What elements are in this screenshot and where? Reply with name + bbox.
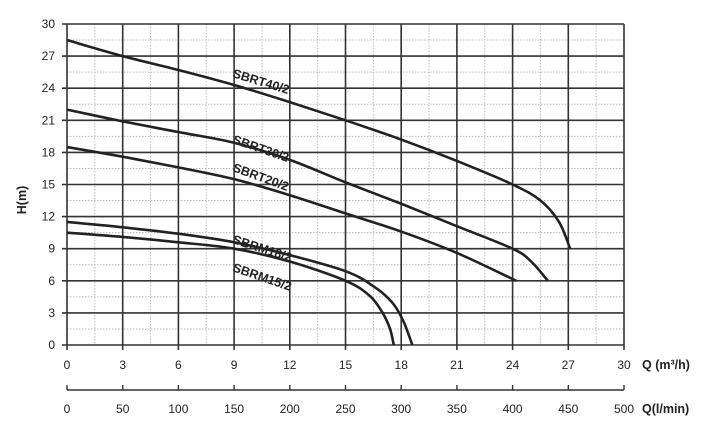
x-tick-label: 18 (395, 358, 409, 372)
y-tick-label: 0 (48, 338, 55, 352)
grid (62, 23, 625, 350)
x-axis-label: Q (m³/h) (642, 358, 690, 372)
x-tick-label: 6 (175, 358, 182, 372)
y-tick-label: 21 (42, 113, 56, 127)
curve-sbrt40-2 (66, 38, 572, 250)
y-tick-label: 15 (42, 178, 56, 192)
y-tick-label: 24 (42, 81, 56, 95)
x2-tick-label: 0 (64, 402, 71, 416)
y-tick-label: 27 (42, 49, 56, 63)
x2-tick-label: 200 (280, 402, 300, 416)
x2-tick-label: 150 (224, 402, 244, 416)
x-tick-label: 15 (339, 358, 353, 372)
x2-tick-label: 450 (558, 402, 578, 416)
x2-tick-label: 350 (447, 402, 467, 416)
x-tick-label: 24 (506, 358, 520, 372)
y-tick-label: 9 (48, 242, 55, 256)
y-tick-label: 18 (42, 145, 56, 159)
x-tick-label: 27 (562, 358, 576, 372)
series-label: SBRT30/2 (231, 133, 291, 165)
x2-tick-label: 100 (168, 402, 188, 416)
curve-sbrm15-2 (66, 231, 396, 346)
x2-axis-label: Q(l/min) (642, 402, 689, 416)
x2-tick-label: 50 (116, 402, 130, 416)
y-tick-label: 3 (48, 306, 55, 320)
curve-sbrm18-2 (66, 220, 414, 346)
x2-tick-label: 300 (391, 402, 411, 416)
x-tick-label: 30 (617, 358, 631, 372)
y-tick-label: 12 (42, 210, 56, 224)
x-tick-label: 21 (450, 358, 464, 372)
y-axis-label: H(m) (15, 186, 29, 214)
series-label: SBRT20/2 (231, 161, 291, 194)
x2-tick-label: 250 (335, 402, 355, 416)
y-tick-label: 30 (42, 17, 56, 31)
x2-tick-label: 500 (614, 402, 634, 416)
y-tick-label: 6 (48, 274, 55, 288)
x-tick-label: 3 (119, 358, 126, 372)
x-tick-label: 9 (231, 358, 238, 372)
curve-sbrt20-2 (66, 145, 517, 282)
x-tick-label: 12 (283, 358, 297, 372)
x-tick-label: 0 (64, 358, 71, 372)
x2-tick-label: 400 (503, 402, 523, 416)
curve-sbrt30-2 (66, 108, 549, 282)
